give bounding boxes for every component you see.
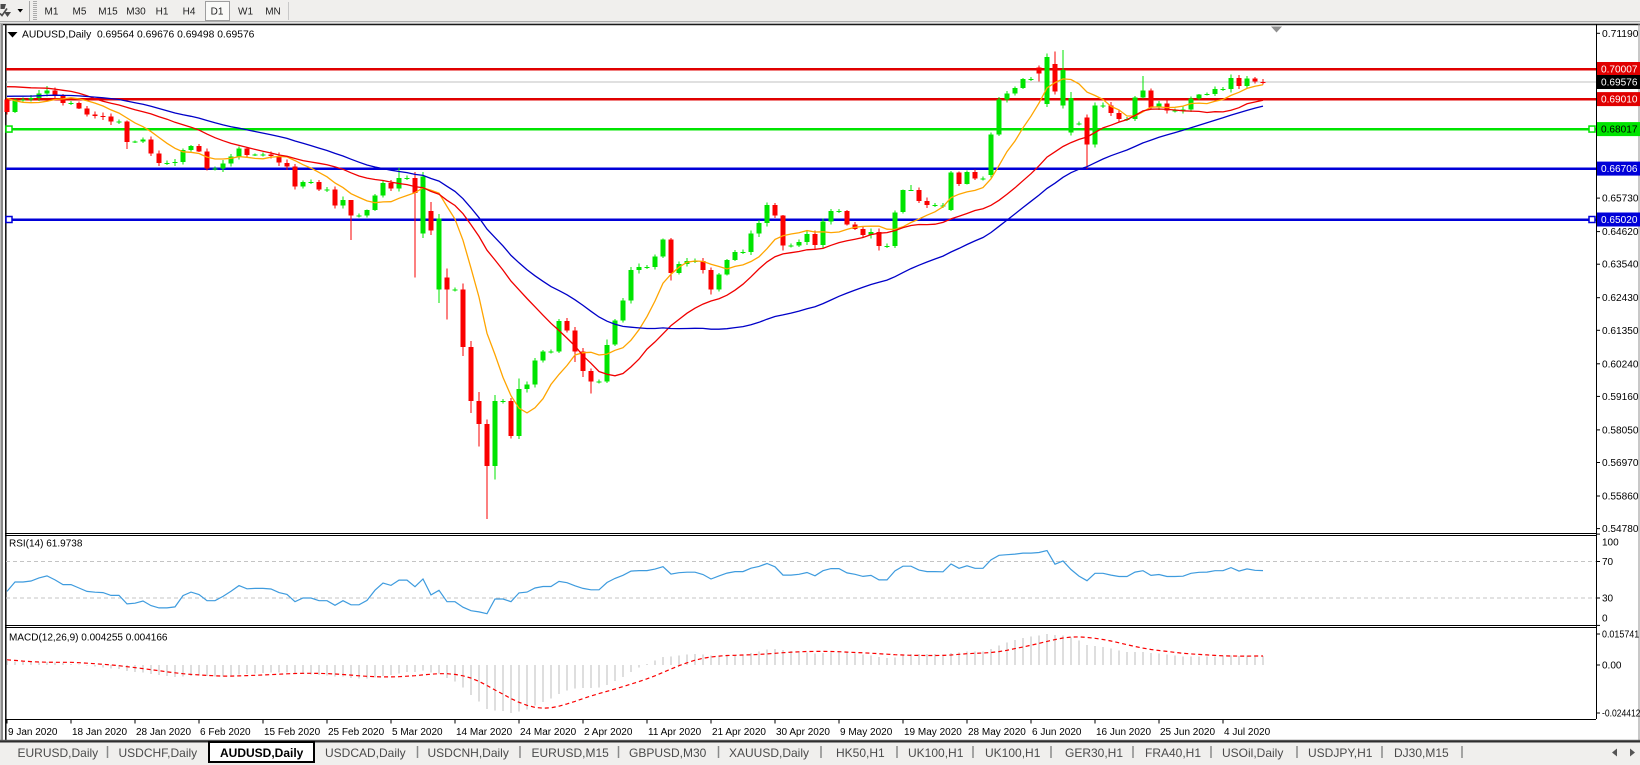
svg-text:0.56970: 0.56970	[1602, 458, 1639, 469]
svg-text:0.69010: 0.69010	[1601, 95, 1638, 106]
svg-text:0.66706: 0.66706	[1601, 164, 1638, 175]
svg-text:USDCAD,Daily: USDCAD,Daily	[325, 746, 406, 760]
svg-text:0.63540: 0.63540	[1602, 260, 1639, 271]
svg-text:H1: H1	[156, 7, 169, 18]
svg-text:MACD(12,26,9) 0.004255 0.00416: MACD(12,26,9) 0.004255 0.004166	[9, 633, 168, 644]
svg-text:-0.024412: -0.024412	[1602, 709, 1640, 720]
svg-text:30: 30	[1602, 594, 1614, 605]
svg-text:18 Jan 2020: 18 Jan 2020	[72, 727, 127, 738]
svg-text:0: 0	[1602, 614, 1608, 625]
svg-text:0.71190: 0.71190	[1602, 29, 1639, 40]
svg-text:0.55860: 0.55860	[1602, 492, 1639, 503]
svg-text:0.68017: 0.68017	[1601, 125, 1638, 136]
svg-text:0.61350: 0.61350	[1602, 326, 1639, 337]
svg-text:DJ30,M15: DJ30,M15	[1394, 746, 1449, 760]
svg-text:D1: D1	[211, 7, 224, 18]
svg-text:30 Apr 2020: 30 Apr 2020	[776, 727, 830, 738]
svg-text:USDJPY,H1: USDJPY,H1	[1308, 746, 1373, 760]
svg-text:6 Feb 2020: 6 Feb 2020	[200, 727, 251, 738]
svg-text:4 Jul 2020: 4 Jul 2020	[1224, 727, 1271, 738]
svg-text:M1: M1	[45, 7, 59, 18]
svg-text:16 Jun 2020: 16 Jun 2020	[1096, 727, 1151, 738]
svg-text:9 May 2020: 9 May 2020	[840, 727, 893, 738]
svg-text:W1: W1	[238, 7, 253, 18]
svg-text:14 Mar 2020: 14 Mar 2020	[456, 727, 513, 738]
svg-text:GBPUSD,M30: GBPUSD,M30	[629, 746, 707, 760]
svg-text:11 Apr 2020: 11 Apr 2020	[648, 727, 702, 738]
svg-text:GER30,H1: GER30,H1	[1065, 746, 1123, 760]
svg-text:2 Apr 2020: 2 Apr 2020	[584, 727, 633, 738]
svg-text:0.00: 0.00	[1602, 661, 1622, 672]
svg-text:0.69576: 0.69576	[1601, 78, 1638, 89]
svg-text:UK100,H1: UK100,H1	[985, 746, 1041, 760]
svg-text:15 Feb 2020: 15 Feb 2020	[264, 727, 321, 738]
svg-text:0.65020: 0.65020	[1601, 215, 1638, 226]
svg-text:M15: M15	[98, 7, 118, 18]
svg-text:24 Mar 2020: 24 Mar 2020	[520, 727, 577, 738]
svg-text:FRA40,H1: FRA40,H1	[1145, 746, 1201, 760]
svg-text:AUDUSD,Daily 0.69564 0.69676: AUDUSD,Daily 0.69564 0.69676 0.69498 0.6…	[22, 30, 255, 41]
svg-text:RSI(14) 61.9738: RSI(14) 61.9738	[9, 539, 83, 550]
svg-text:MN: MN	[265, 7, 281, 18]
svg-text:USOil,Daily: USOil,Daily	[1222, 746, 1283, 760]
svg-text:M5: M5	[73, 7, 87, 18]
svg-text:70: 70	[1602, 557, 1614, 568]
svg-text:9 Jan 2020: 9 Jan 2020	[8, 727, 58, 738]
svg-text:28 May 2020: 28 May 2020	[968, 727, 1026, 738]
svg-text:19 May 2020: 19 May 2020	[904, 727, 962, 738]
svg-text:100: 100	[1602, 538, 1619, 549]
svg-text:5 Mar 2020: 5 Mar 2020	[392, 727, 443, 738]
svg-text:XAUUSD,Daily: XAUUSD,Daily	[729, 746, 809, 760]
svg-text:USDCHF,Daily: USDCHF,Daily	[119, 746, 198, 760]
svg-text:M30: M30	[126, 7, 146, 18]
svg-text:EURUSD,M15: EURUSD,M15	[532, 746, 610, 760]
svg-text:25 Feb 2020: 25 Feb 2020	[328, 727, 385, 738]
svg-text:6 Jun 2020: 6 Jun 2020	[1032, 727, 1082, 738]
svg-text:EURUSD,Daily: EURUSD,Daily	[18, 746, 99, 760]
svg-text:0.54780: 0.54780	[1602, 524, 1639, 535]
svg-text:21 Apr 2020: 21 Apr 2020	[712, 727, 766, 738]
svg-text:0.65730: 0.65730	[1602, 194, 1639, 205]
svg-text:0.58050: 0.58050	[1602, 425, 1639, 436]
svg-text:HK50,H1: HK50,H1	[836, 746, 885, 760]
svg-text:H4: H4	[183, 7, 196, 18]
svg-text:0.64620: 0.64620	[1602, 227, 1639, 238]
svg-text:USDCNH,Daily: USDCNH,Daily	[428, 746, 509, 760]
svg-text:AUDUSD,Daily: AUDUSD,Daily	[220, 746, 304, 760]
svg-text:UK100,H1: UK100,H1	[908, 746, 964, 760]
svg-text:25 Jun 2020: 25 Jun 2020	[1160, 727, 1215, 738]
svg-text:0.59160: 0.59160	[1602, 392, 1639, 403]
svg-text:0.62430: 0.62430	[1602, 293, 1639, 304]
svg-text:0.60240: 0.60240	[1602, 359, 1639, 370]
svg-text:28 Jan 2020: 28 Jan 2020	[136, 727, 191, 738]
svg-text:0.015741: 0.015741	[1602, 630, 1640, 641]
svg-text:0.70007: 0.70007	[1601, 65, 1638, 76]
